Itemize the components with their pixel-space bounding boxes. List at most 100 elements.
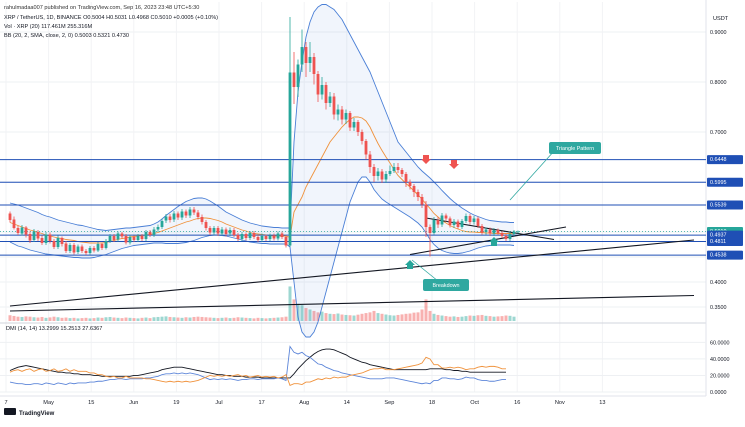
candle-body [100, 244, 104, 248]
candle-body [428, 227, 432, 233]
candle-body [292, 72, 296, 87]
volume-bar [384, 314, 388, 321]
volume-bar [340, 314, 344, 321]
candle-body [436, 220, 440, 225]
volume-bar [148, 318, 152, 321]
time-tick-label: 15 [88, 400, 94, 406]
volume-bar [472, 315, 476, 321]
candle-body [140, 236, 144, 239]
time-tick-label: 18 [429, 400, 435, 406]
dmi-minus-line [9, 356, 506, 386]
volume-bar [60, 317, 64, 321]
candle-body [352, 122, 356, 128]
time-tick-label: 17 [258, 400, 264, 406]
volume-bar [156, 316, 160, 321]
candle-body [112, 236, 116, 240]
candle-body [12, 219, 16, 228]
volume-bar [112, 317, 116, 321]
candle-body [312, 57, 316, 74]
long-term-support-line [9, 239, 695, 307]
time-tick-label: Nov [555, 400, 565, 406]
volume-bar [52, 316, 56, 321]
volume-bar [456, 316, 460, 321]
candle-body [72, 245, 76, 253]
volume-bar [208, 317, 212, 321]
volume-bar [264, 318, 268, 321]
candle-body [88, 248, 92, 253]
candle-body [476, 218, 480, 226]
volume-bar [228, 318, 232, 321]
time-tick-label: 7 [4, 400, 7, 406]
volume-bar [280, 317, 284, 321]
volume-bar [388, 315, 392, 321]
volume-bar [32, 317, 36, 321]
candle-body [96, 244, 100, 251]
time-tick-label: 16 [514, 400, 520, 406]
price-level-tag-label: 0.4937 [710, 233, 727, 239]
volume-bar [352, 315, 356, 321]
tradingview-logo[interactable]: TradingView [4, 408, 55, 417]
candle-body [68, 245, 72, 251]
candle-body [412, 186, 416, 192]
callout-box-breakdown [423, 279, 469, 291]
price-level-tag [707, 236, 743, 246]
volume-bar [12, 315, 16, 321]
volume-bar [224, 317, 228, 321]
volume-bar [336, 313, 340, 321]
candle-body [408, 182, 412, 186]
volume-bar [420, 309, 424, 321]
candle-body [508, 234, 512, 239]
candle-body [376, 171, 380, 176]
candle-body [76, 246, 80, 252]
candle-body [268, 235, 272, 239]
volume-bar [8, 315, 12, 321]
candle-body [336, 109, 340, 115]
candle-body [64, 243, 68, 251]
candle-body [348, 113, 352, 128]
time-tick-label: 19 [173, 400, 179, 406]
candle-body [124, 236, 128, 243]
volume-bar [320, 311, 324, 321]
candle-body [252, 233, 256, 237]
volume-bar [328, 313, 332, 321]
candle-body [8, 213, 12, 220]
volume-bar [488, 316, 492, 321]
grid-layer [0, 0, 707, 397]
volume-bar [460, 316, 464, 321]
candle-body [116, 233, 120, 240]
candle-body [332, 96, 336, 115]
volume-bar [188, 317, 192, 321]
volume-bar [24, 316, 28, 321]
candle-body [460, 221, 464, 227]
time-tick-label: 14 [344, 400, 350, 406]
volume-bar [196, 316, 200, 321]
volume-bar [76, 318, 80, 321]
volume-bar [124, 317, 128, 321]
volume-bar [452, 316, 456, 321]
candle-body [264, 236, 268, 239]
candle-body [248, 233, 252, 238]
volume-bar [256, 317, 260, 321]
volume-bar [56, 317, 60, 321]
candle-body [500, 233, 504, 236]
dmi-tick-label: 0.0000 [710, 390, 727, 396]
candle-body [296, 64, 300, 87]
volume-bar [432, 313, 436, 321]
volume-bar [128, 317, 132, 321]
volume-bar [500, 316, 504, 321]
currency-label: USDT [713, 16, 729, 22]
price-tick-label: 0.9000 [710, 30, 727, 36]
volume-bar [508, 315, 512, 321]
candle-body [236, 235, 240, 239]
candle-body [380, 171, 384, 180]
volume-bar [28, 316, 32, 321]
candle-body [164, 216, 168, 221]
candle-body [196, 212, 200, 217]
volume-bar [296, 303, 300, 321]
dmi-tick-label: 40.0000 [710, 357, 730, 363]
candle-body [240, 234, 244, 239]
candle-body [60, 238, 64, 244]
candle-body [280, 233, 284, 237]
